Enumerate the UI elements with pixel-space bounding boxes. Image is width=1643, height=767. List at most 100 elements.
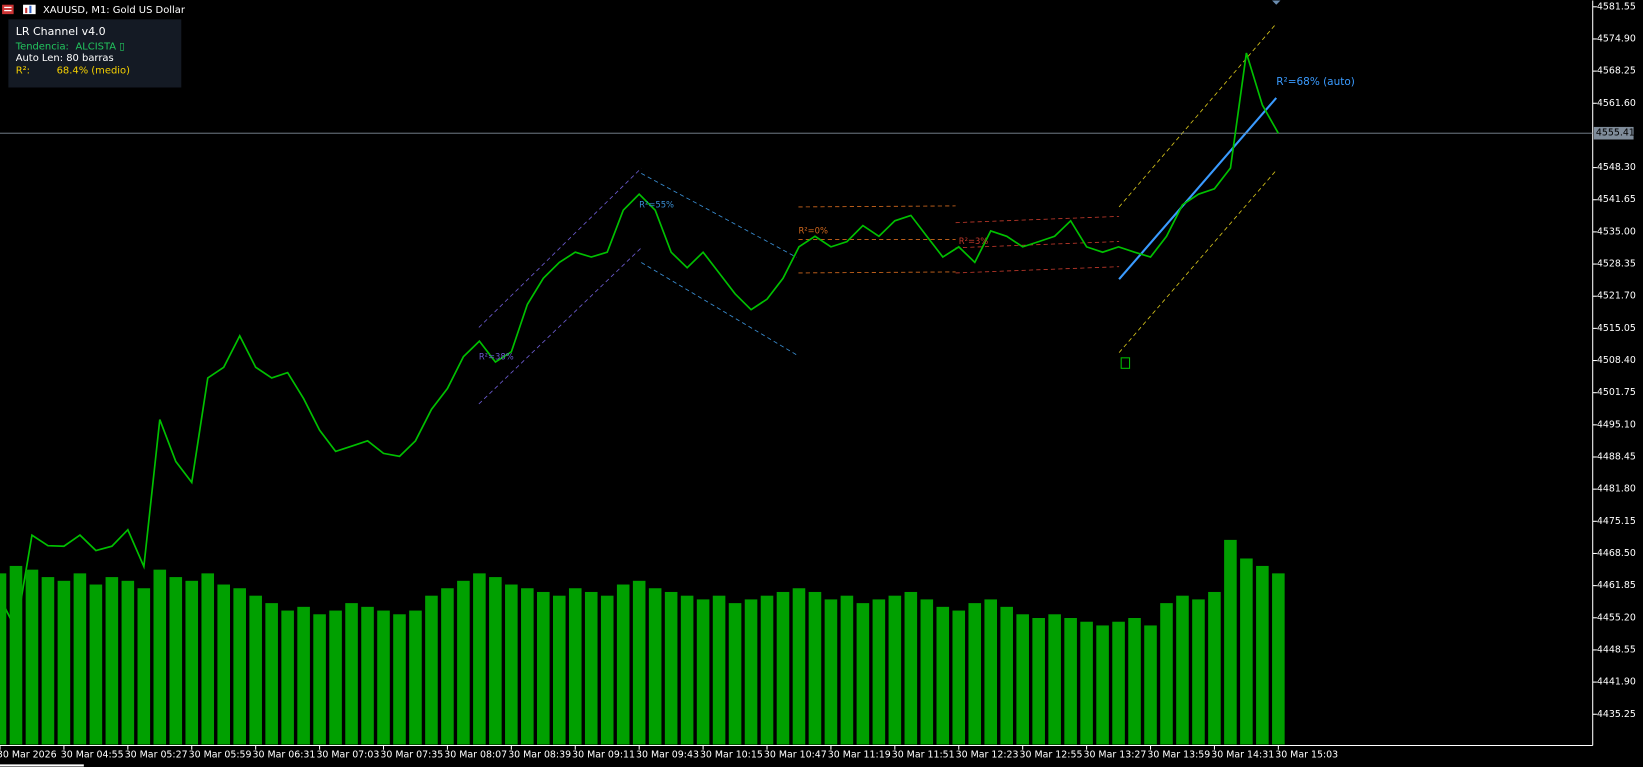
menu-icon[interactable] <box>2 4 14 15</box>
volume-bar <box>1208 591 1221 745</box>
x-tick-label: 30 Mar 08:07 <box>444 749 507 760</box>
volume-bar <box>888 595 902 745</box>
volume-bar <box>1032 618 1045 745</box>
volume-bar <box>568 588 582 745</box>
current-price-label: 4555.41 <box>1596 128 1635 139</box>
volume-bar <box>361 606 374 745</box>
x-tick-label: 30 Mar 12:23 <box>956 749 1019 760</box>
volume-bar <box>1128 618 1141 745</box>
volume-bar <box>217 584 230 745</box>
volume-bar <box>1160 603 1173 745</box>
volume-bar <box>169 577 183 745</box>
y-tick-label: 4435.25 <box>1597 709 1636 720</box>
price-line <box>0 52 1280 633</box>
y-tick-label: 4488.45 <box>1597 452 1636 463</box>
channel-line <box>478 247 642 405</box>
x-tick-label: 30 Mar 12:55 <box>1020 749 1083 760</box>
volume-bar <box>1176 595 1189 745</box>
channel-line <box>955 241 1120 249</box>
volume-bar <box>728 603 742 745</box>
y-tick-label: 4455.20 <box>1597 612 1636 623</box>
y-tick-label: 4521.70 <box>1597 291 1636 302</box>
volume-bar <box>1256 565 1269 745</box>
x-tick-label: 30 Mar 05:27 <box>125 749 188 760</box>
volume-bar <box>0 573 7 745</box>
x-tick-label: 30 Mar 04:55 <box>61 749 124 760</box>
volume-bar <box>73 573 87 745</box>
volume-bar <box>489 577 502 745</box>
volume-bar <box>792 588 806 745</box>
y-tick-label: 4561.60 <box>1597 98 1636 109</box>
channel-line <box>955 215 1120 224</box>
volume-bar <box>616 584 630 745</box>
volume-bar <box>808 591 822 745</box>
volume-bar <box>1096 625 1109 745</box>
volume-bar <box>1144 625 1157 745</box>
volume-bar <box>664 591 678 745</box>
volume-bar <box>920 599 934 745</box>
volume-bar <box>584 591 598 745</box>
scrollbar[interactable] <box>0 764 84 767</box>
volume-bar <box>1048 614 1061 745</box>
x-tick-label: 30 Mar 15:03 <box>1275 749 1338 760</box>
y-tick-label: 4568.25 <box>1597 66 1636 77</box>
channel-line <box>1118 23 1277 208</box>
x-tick-label: 30 Mar 13:59 <box>1147 749 1210 760</box>
y-tick-label: 4468.50 <box>1597 548 1636 559</box>
volume-bar <box>249 595 262 745</box>
volume-bar <box>856 603 870 745</box>
signal-box <box>1120 357 1131 369</box>
y-tick-label: 4581.55 <box>1597 1 1636 12</box>
volume-bar <box>441 588 454 745</box>
panel-trend-value: ALCISTA ▯ <box>75 42 124 53</box>
annotation: R²=68% (auto) <box>1276 76 1355 88</box>
volume-bar <box>393 614 406 745</box>
panel-r2-value: 68.4% (medio) <box>57 66 131 77</box>
y-tick-label: 4481.80 <box>1597 484 1636 495</box>
volume-bar <box>89 584 103 745</box>
volume-bar <box>1272 573 1285 745</box>
channel-line <box>641 262 797 356</box>
volume-bar <box>1000 606 1013 745</box>
volume-bar <box>1240 558 1253 745</box>
volume-bar <box>473 573 486 745</box>
volume-bar <box>153 569 167 745</box>
x-tick-label: 30 Mar 08:39 <box>508 749 571 760</box>
channel-line <box>478 167 642 328</box>
y-tick-label: 4508.40 <box>1597 355 1636 366</box>
volume-bar <box>648 588 662 745</box>
marker <box>1272 0 1281 5</box>
y-tick-label: 4475.15 <box>1597 516 1636 527</box>
info-panel <box>8 19 182 88</box>
volume-bar <box>760 595 774 745</box>
volume-bar <box>537 591 550 745</box>
volume-bar <box>824 599 838 745</box>
volume-bar <box>409 610 422 745</box>
y-tick-label: 4541.65 <box>1597 194 1636 205</box>
volume-bar <box>632 580 646 745</box>
volume-bar <box>105 577 119 745</box>
y-tick-label: 4528.35 <box>1597 259 1636 270</box>
x-tick-label: 30 Mar 07:03 <box>316 749 379 760</box>
panel-title: LR Channel v4.0 <box>16 25 106 38</box>
menu-icon-line <box>4 6 12 9</box>
volume-bar <box>329 610 342 745</box>
chart-icon-bar <box>29 5 32 14</box>
volume-bar <box>968 603 982 745</box>
x-tick-label: 30 Mar 11:51 <box>892 749 955 760</box>
volume-bar <box>712 595 726 745</box>
panel-length: Auto Len: 80 barras <box>16 53 114 64</box>
volume-bar <box>297 606 310 745</box>
volume-bar <box>744 599 758 745</box>
channels <box>478 0 1281 405</box>
y-tick-label: 4574.90 <box>1597 33 1636 44</box>
volume-bar <box>121 580 135 745</box>
volume-bar <box>600 595 614 745</box>
volume-bar <box>345 603 358 745</box>
x-tick-label: 30 Mar 2026 <box>0 749 57 760</box>
panel-r2-label: R²: <box>16 66 30 77</box>
volume-bar <box>57 580 71 745</box>
volume-bar <box>41 577 55 745</box>
